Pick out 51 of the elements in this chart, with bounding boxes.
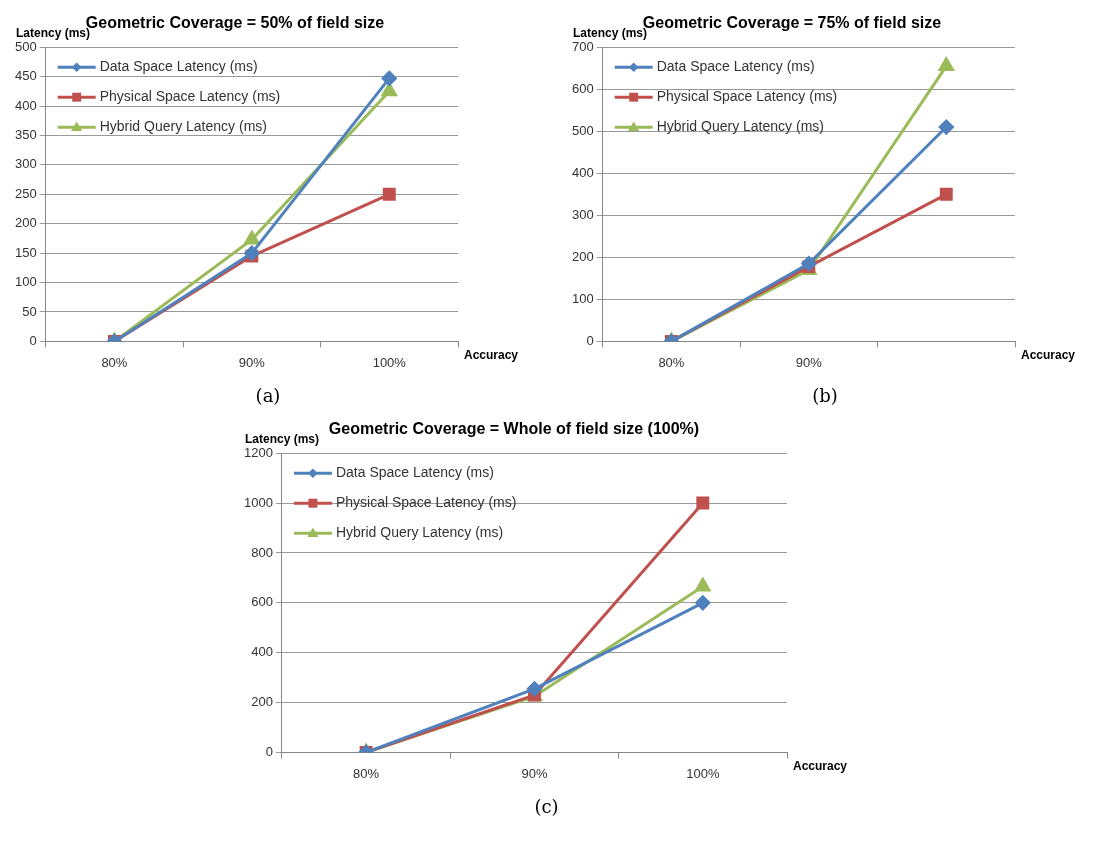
- x-tick-label: 80%: [352, 765, 380, 781]
- y-tick-label: 0: [586, 332, 594, 348]
- x-tick-label: 100%: [685, 765, 720, 781]
- x-tick-label: 90%: [238, 354, 266, 370]
- y-tick-label: 450: [14, 68, 37, 84]
- y-tick-label: 100: [571, 290, 594, 306]
- y-tick-label: 0: [265, 743, 273, 759]
- y-tick-label: 700: [571, 38, 594, 54]
- y-tick-label: 250: [14, 185, 37, 201]
- y-tick-label: 150: [14, 244, 37, 260]
- y-tick-label: 400: [250, 644, 273, 660]
- chart-title: Geometric Coverage = Whole of field size (100%): [328, 420, 699, 438]
- y-tick-label: 600: [571, 80, 594, 96]
- x-tick-label: 80%: [101, 354, 128, 370]
- legend-label: Data Space Latency (ms): [656, 58, 815, 75]
- legend-label: Physical Space Latency (ms): [335, 494, 516, 511]
- legend-label: Physical Space Latency (ms): [99, 88, 281, 105]
- text: (a): [255, 385, 281, 406]
- y-tick-label: 100: [14, 274, 37, 290]
- y-tick-label: 500: [571, 122, 594, 138]
- y-tick-label: 350: [14, 127, 37, 143]
- y-tick-label: 300: [571, 206, 594, 222]
- y-tick-label: 200: [250, 694, 273, 710]
- y-tick-label: 600: [250, 594, 273, 610]
- y-tick-label: 400: [14, 97, 37, 113]
- x-tick-label: 80%: [658, 354, 685, 370]
- x-axis-title: Accuracy: [792, 758, 847, 773]
- y-tick-label: 0: [29, 332, 37, 348]
- legend-label: Hybrid Query Latency (ms): [335, 524, 503, 541]
- y-tick-label: 300: [14, 156, 37, 172]
- x-tick-label: 90%: [520, 765, 548, 781]
- legend-label: Hybrid Query Latency (ms): [99, 118, 267, 135]
- text: (b): [812, 385, 838, 406]
- x-axis-title: Accuracy: [464, 347, 519, 362]
- x-axis-title: Accuracy: [1021, 347, 1076, 362]
- legend-label: Data Space Latency (ms): [335, 464, 494, 481]
- legend-label: Physical Space Latency (ms): [656, 88, 838, 105]
- y-tick-label: 200: [571, 248, 594, 264]
- legend-label: Data Space Latency (ms): [99, 58, 258, 75]
- legend-label: Hybrid Query Latency (ms): [656, 118, 824, 135]
- y-tick-label: 400: [571, 164, 594, 180]
- x-tick-label: 100%: [372, 354, 407, 370]
- y-tick-label: 50: [22, 303, 37, 319]
- y-axis-title: Latency (ms): [244, 431, 319, 446]
- x-tick-label: 90%: [795, 354, 823, 370]
- y-tick-label: 1200: [243, 444, 273, 460]
- y-tick-label: 800: [250, 544, 273, 560]
- y-tick-label: 500: [14, 38, 37, 54]
- y-tick-label: 1000: [243, 494, 273, 510]
- y-tick-label: 200: [14, 215, 37, 231]
- text: (c): [534, 796, 559, 817]
